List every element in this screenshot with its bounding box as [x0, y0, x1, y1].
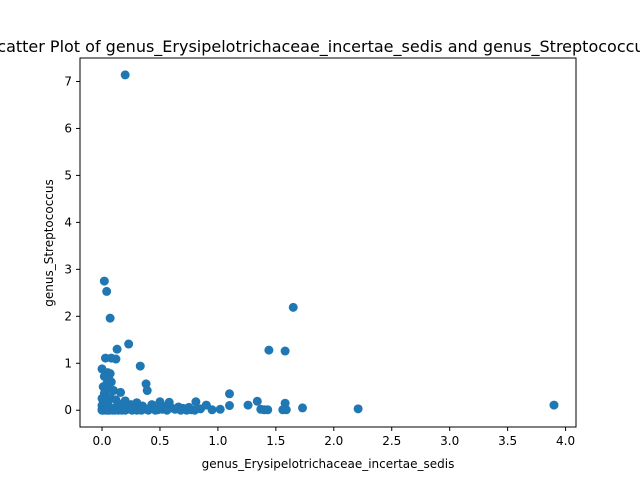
data-point: [207, 405, 217, 415]
data-point: [353, 404, 363, 414]
data-point: [288, 302, 298, 312]
data-point: [150, 405, 160, 415]
y-tick-label: 6: [64, 121, 72, 135]
data-point: [281, 405, 291, 415]
data-points: [97, 70, 559, 415]
data-point: [549, 400, 559, 410]
data-point: [120, 70, 130, 80]
x-tick-label: 1.5: [266, 434, 285, 448]
y-axis-label: genus_Streptococcus: [42, 179, 56, 307]
y-tick-label: 2: [64, 309, 72, 323]
data-point: [116, 387, 126, 397]
data-point: [162, 405, 172, 415]
data-point: [190, 405, 200, 415]
plot-frame: [79, 57, 577, 428]
data-point: [99, 276, 109, 286]
x-tick-label: 2.5: [382, 434, 401, 448]
x-tick-label: 2.0: [324, 434, 343, 448]
data-point: [143, 405, 153, 415]
chart-title: Scatter Plot of genus_Erysipelotrichacea…: [0, 37, 640, 57]
data-point: [243, 400, 253, 410]
data-point: [225, 401, 234, 411]
data-point: [215, 404, 225, 414]
y-tick-label: 3: [64, 262, 72, 276]
x-tick-label: 3.0: [440, 434, 459, 448]
y-tick-label: 4: [64, 215, 72, 229]
data-point: [136, 405, 146, 415]
data-point: [102, 286, 112, 296]
y-axis: 0 1 2 3 4 5 6 7: [64, 74, 80, 417]
data-point: [225, 389, 234, 399]
y-tick-label: 1: [64, 356, 72, 370]
data-point: [280, 346, 290, 356]
data-point: [298, 403, 307, 413]
x-tick-label: 1.0: [208, 434, 227, 448]
data-point: [182, 405, 192, 415]
data-point: [124, 339, 134, 349]
data-point: [112, 344, 122, 354]
y-tick-label: 5: [64, 168, 72, 182]
data-point: [252, 396, 262, 406]
y-tick-label: 0: [64, 403, 72, 417]
x-tick-label: 3.5: [498, 434, 517, 448]
x-tick-label: 0.5: [150, 434, 169, 448]
x-tick-label: 4.0: [556, 434, 575, 448]
data-point: [111, 354, 121, 364]
x-axis-label: genus_Erysipelotrichaceae_incertae_sedis: [202, 457, 455, 471]
data-point: [191, 397, 201, 407]
data-point: [135, 361, 145, 371]
data-point: [263, 405, 273, 415]
data-point: [142, 386, 152, 396]
x-tick-label: 0.0: [92, 434, 111, 448]
data-point: [264, 345, 274, 355]
x-axis: 0.0 0.5 1.0 1.5 2.0 2.5 3.0 3.5 4.0: [92, 427, 575, 448]
data-point: [105, 313, 115, 323]
data-point: [120, 405, 130, 415]
y-tick-label: 7: [64, 74, 72, 88]
